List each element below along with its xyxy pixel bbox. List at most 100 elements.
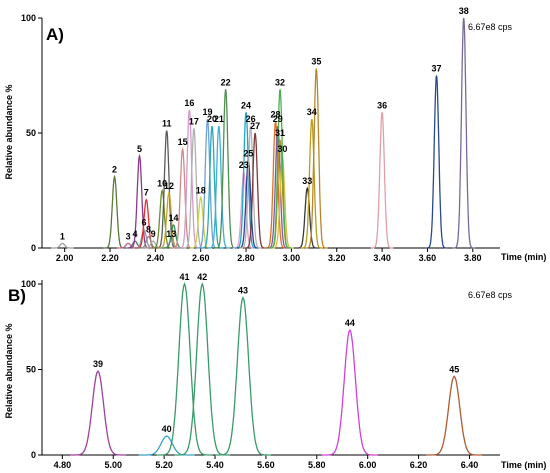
peak-trace-44: [321, 328, 378, 456]
panel-b-y-tick-label: 100: [21, 279, 36, 289]
peak-label-6: 6: [142, 218, 147, 228]
peak-trace-34: [300, 119, 324, 249]
peak-trace-1: [51, 242, 74, 249]
peak-trace-36: [370, 112, 394, 249]
panel-b: B) 6.67e8 cps Relative abundance % Time …: [4, 272, 546, 470]
panel-b-x-tick-label: 5.60: [257, 460, 275, 470]
panel-b-x-tick-label: 6.40: [461, 460, 479, 470]
panel-a-label: A): [46, 25, 64, 44]
peak-label-41: 41: [179, 272, 189, 282]
peak-label-8: 8: [146, 225, 151, 235]
panel-a-x-tick-label: 3.00: [283, 253, 301, 263]
panel-b-y-tick-label: 0: [31, 450, 36, 460]
peak-label-45: 45: [449, 364, 459, 374]
panel-a-x-tick-label: 2.80: [237, 253, 255, 263]
peak-label-29: 29: [273, 114, 283, 124]
peak-label-26: 26: [246, 114, 256, 124]
peak-label-35: 35: [311, 57, 321, 67]
peak-label-44: 44: [345, 318, 355, 328]
peak-label-27: 27: [250, 121, 260, 131]
peak-trace-20: [200, 125, 224, 249]
peak-label-4: 4: [132, 229, 137, 239]
peak-label-19: 19: [203, 107, 213, 117]
peak-label-10: 10: [157, 179, 167, 189]
panel-b-y-tick-label: 50: [26, 365, 36, 375]
panel-b-x-tick-label: 5.40: [206, 460, 224, 470]
peak-label-30: 30: [277, 144, 287, 154]
peak-label-21: 21: [214, 114, 224, 124]
peak-label-39: 39: [93, 359, 103, 369]
peak-label-14: 14: [168, 213, 178, 223]
peak-trace-41: [156, 282, 213, 456]
peak-label-5: 5: [137, 144, 142, 154]
peak-label-38: 38: [459, 6, 469, 16]
panel-b-x-tick-label: 6.20: [410, 460, 428, 470]
peak-trace-43: [215, 296, 271, 456]
peak-trace-32: [268, 89, 292, 249]
peak-label-7: 7: [144, 188, 149, 198]
panel-a-x-tick-label: 3.80: [464, 253, 482, 263]
panel-b-x-tick-label: 4.80: [54, 460, 72, 470]
peak-label-11: 11: [162, 119, 172, 129]
peak-label-37: 37: [432, 64, 442, 74]
peak-label-40: 40: [162, 424, 172, 434]
panel-a-y-tick-label: 100: [21, 13, 36, 23]
peak-label-3: 3: [126, 231, 131, 241]
panel-a-x-tick-label: 2.40: [147, 253, 165, 263]
panel-a-y-axis-label: Relative abundance %: [4, 84, 14, 179]
peak-label-34: 34: [307, 107, 317, 117]
peak-label-23: 23: [239, 160, 249, 170]
panel-a-x-tick-label: 2.20: [101, 253, 119, 263]
panel-a-x-tick-label: 2.00: [56, 253, 74, 263]
peak-label-18: 18: [196, 185, 206, 195]
panel-b-cps-annotation: 6.67e8 cps: [468, 290, 513, 300]
panel-a-cps-annotation: 6.67e8 cps: [468, 22, 513, 32]
panel-a-y-tick-label: 0: [31, 243, 36, 253]
peak-label-17: 17: [189, 116, 199, 126]
peak-label-33: 33: [302, 176, 312, 186]
panel-a-x-tick-label: 2.60: [192, 253, 210, 263]
peak-trace-40: [138, 435, 195, 456]
panel-b-x-tick-label: 5.20: [155, 460, 173, 470]
peak-label-24: 24: [241, 100, 251, 110]
peak-trace-42: [174, 282, 231, 456]
peak-label-2: 2: [112, 165, 117, 175]
panel-b-label: B): [8, 286, 26, 305]
peak-trace-39: [70, 370, 126, 456]
panel-a-x-tick-label: 3.20: [328, 253, 346, 263]
peak-trace-35: [305, 68, 328, 249]
panel-a: A) 6.67e8 cps Relative abundance % Time …: [4, 6, 546, 263]
peak-label-25: 25: [243, 149, 253, 159]
peak-label-1: 1: [60, 231, 65, 241]
peak-label-12: 12: [164, 181, 174, 191]
peak-label-32: 32: [275, 77, 285, 87]
peak-label-13: 13: [166, 229, 176, 239]
peak-trace-45: [426, 375, 483, 456]
peak-trace-2: [103, 174, 126, 249]
peak-label-9: 9: [151, 229, 156, 239]
panel-b-y-axis-label: Relative abundance %: [4, 323, 14, 418]
peak-trace-33: [295, 186, 319, 249]
peak-trace-10: [150, 188, 174, 249]
peak-trace-21: [207, 125, 231, 249]
peak-label-31: 31: [275, 128, 285, 138]
peak-trace-37: [425, 75, 448, 249]
peak-label-20: 20: [207, 114, 217, 124]
panel-b-x-tick-label: 5.80: [308, 460, 326, 470]
panel-a-y-tick-label: 50: [26, 128, 36, 138]
peak-label-42: 42: [197, 272, 207, 282]
peak-label-22: 22: [221, 77, 231, 87]
panel-a-x-axis-label: Time (min): [501, 252, 546, 262]
peak-trace-27: [243, 132, 267, 249]
peak-trace-26: [239, 125, 262, 249]
panel-a-x-tick-label: 3.60: [419, 253, 437, 263]
peak-trace-22: [214, 89, 237, 249]
peak-label-36: 36: [377, 100, 387, 110]
panel-a-x-tick-label: 3.40: [373, 253, 391, 263]
peak-label-16: 16: [184, 98, 194, 108]
peak-label-28: 28: [271, 110, 281, 120]
peak-label-43: 43: [238, 286, 248, 296]
peak-label-15: 15: [178, 137, 188, 147]
panel-b-x-tick-label: 6.00: [359, 460, 377, 470]
